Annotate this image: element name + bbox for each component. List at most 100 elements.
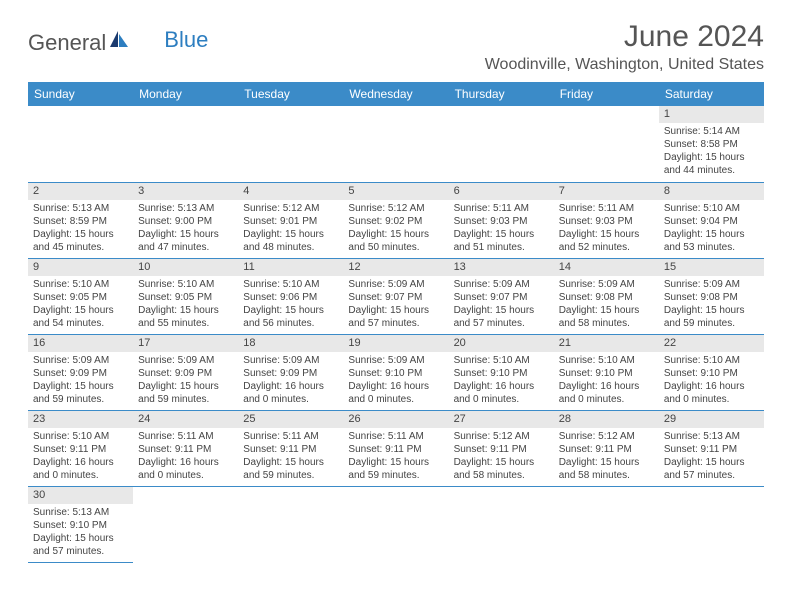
calendar-row: 30Sunrise: 5:13 AMSunset: 9:10 PMDayligh…: [28, 487, 764, 563]
sunrise-text: Sunrise: 5:12 AM: [348, 202, 443, 215]
calendar-cell: [343, 106, 448, 182]
day-number: 25: [238, 411, 343, 428]
sunrise-text: Sunrise: 5:10 AM: [33, 430, 128, 443]
sunset-text: Sunset: 9:07 PM: [454, 291, 549, 304]
calendar-cell: 21Sunrise: 5:10 AMSunset: 9:10 PMDayligh…: [554, 334, 659, 410]
calendar-row: 16Sunrise: 5:09 AMSunset: 9:09 PMDayligh…: [28, 334, 764, 410]
day-details: Sunrise: 5:11 AMSunset: 9:11 PMDaylight:…: [343, 428, 448, 486]
sunrise-text: Sunrise: 5:10 AM: [664, 354, 759, 367]
calendar-cell: [554, 487, 659, 563]
sunset-text: Sunset: 8:59 PM: [33, 215, 128, 228]
day-details: Sunrise: 5:12 AMSunset: 9:02 PMDaylight:…: [343, 200, 448, 258]
calendar-cell: 23Sunrise: 5:10 AMSunset: 9:11 PMDayligh…: [28, 411, 133, 487]
sunset-text: Sunset: 9:06 PM: [243, 291, 338, 304]
calendar-cell: 10Sunrise: 5:10 AMSunset: 9:05 PMDayligh…: [133, 258, 238, 334]
sunrise-text: Sunrise: 5:12 AM: [559, 430, 654, 443]
calendar-cell: 29Sunrise: 5:13 AMSunset: 9:11 PMDayligh…: [659, 411, 764, 487]
day-number: 16: [28, 335, 133, 352]
sunrise-text: Sunrise: 5:10 AM: [138, 278, 233, 291]
daylight-text: Daylight: 16 hours and 0 minutes.: [559, 380, 654, 406]
day-details: Sunrise: 5:09 AMSunset: 9:08 PMDaylight:…: [659, 276, 764, 334]
sunset-text: Sunset: 9:08 PM: [664, 291, 759, 304]
day-number: 26: [343, 411, 448, 428]
sunrise-text: Sunrise: 5:10 AM: [33, 278, 128, 291]
day-details: Sunrise: 5:13 AMSunset: 9:11 PMDaylight:…: [659, 428, 764, 486]
day-number: 13: [449, 259, 554, 276]
calendar-cell: 20Sunrise: 5:10 AMSunset: 9:10 PMDayligh…: [449, 334, 554, 410]
day-number: 17: [133, 335, 238, 352]
calendar-cell: [28, 106, 133, 182]
sunrise-text: Sunrise: 5:09 AM: [33, 354, 128, 367]
day-details: Sunrise: 5:10 AMSunset: 9:10 PMDaylight:…: [554, 352, 659, 410]
sunset-text: Sunset: 9:10 PM: [33, 519, 128, 532]
sunset-text: Sunset: 9:11 PM: [559, 443, 654, 456]
calendar-row: 2Sunrise: 5:13 AMSunset: 8:59 PMDaylight…: [28, 182, 764, 258]
daylight-text: Daylight: 15 hours and 51 minutes.: [454, 228, 549, 254]
sunrise-text: Sunrise: 5:13 AM: [33, 506, 128, 519]
day-details: Sunrise: 5:10 AMSunset: 9:06 PMDaylight:…: [238, 276, 343, 334]
sunset-text: Sunset: 9:10 PM: [454, 367, 549, 380]
daylight-text: Daylight: 15 hours and 59 minutes.: [664, 304, 759, 330]
page-title: June 2024: [485, 20, 764, 54]
calendar-cell: 18Sunrise: 5:09 AMSunset: 9:09 PMDayligh…: [238, 334, 343, 410]
day-header: Sunday: [28, 82, 133, 106]
sunrise-text: Sunrise: 5:11 AM: [559, 202, 654, 215]
calendar-cell: 12Sunrise: 5:09 AMSunset: 9:07 PMDayligh…: [343, 258, 448, 334]
day-details: Sunrise: 5:11 AMSunset: 9:03 PMDaylight:…: [449, 200, 554, 258]
daylight-text: Daylight: 15 hours and 59 minutes.: [348, 456, 443, 482]
day-details: Sunrise: 5:09 AMSunset: 9:09 PMDaylight:…: [238, 352, 343, 410]
day-number: 2: [28, 183, 133, 200]
calendar-cell: [449, 487, 554, 563]
daylight-text: Daylight: 15 hours and 57 minutes.: [664, 456, 759, 482]
daylight-text: Daylight: 15 hours and 57 minutes.: [454, 304, 549, 330]
daylight-text: Daylight: 15 hours and 44 minutes.: [664, 151, 759, 177]
daylight-text: Daylight: 15 hours and 59 minutes.: [33, 380, 128, 406]
daylight-text: Daylight: 15 hours and 48 minutes.: [243, 228, 338, 254]
sunrise-text: Sunrise: 5:09 AM: [243, 354, 338, 367]
day-number: 8: [659, 183, 764, 200]
day-number: 24: [133, 411, 238, 428]
sunrise-text: Sunrise: 5:11 AM: [243, 430, 338, 443]
calendar-cell: 30Sunrise: 5:13 AMSunset: 9:10 PMDayligh…: [28, 487, 133, 563]
day-number: 15: [659, 259, 764, 276]
daylight-text: Daylight: 16 hours and 0 minutes.: [243, 380, 338, 406]
day-number: 29: [659, 411, 764, 428]
sunset-text: Sunset: 9:09 PM: [33, 367, 128, 380]
sunrise-text: Sunrise: 5:14 AM: [664, 125, 759, 138]
sunrise-text: Sunrise: 5:09 AM: [664, 278, 759, 291]
sunrise-text: Sunrise: 5:11 AM: [454, 202, 549, 215]
calendar-cell: 5Sunrise: 5:12 AMSunset: 9:02 PMDaylight…: [343, 182, 448, 258]
logo-text-blue: Blue: [164, 27, 208, 53]
day-number: 18: [238, 335, 343, 352]
day-details: Sunrise: 5:09 AMSunset: 9:07 PMDaylight:…: [449, 276, 554, 334]
sunrise-text: Sunrise: 5:10 AM: [664, 202, 759, 215]
sunset-text: Sunset: 9:02 PM: [348, 215, 443, 228]
daylight-text: Daylight: 15 hours and 53 minutes.: [664, 228, 759, 254]
daylight-text: Daylight: 15 hours and 52 minutes.: [559, 228, 654, 254]
daylight-text: Daylight: 16 hours and 0 minutes.: [454, 380, 549, 406]
day-header: Wednesday: [343, 82, 448, 106]
sunset-text: Sunset: 9:05 PM: [33, 291, 128, 304]
sunset-text: Sunset: 9:09 PM: [243, 367, 338, 380]
sunset-text: Sunset: 9:05 PM: [138, 291, 233, 304]
sunset-text: Sunset: 9:00 PM: [138, 215, 233, 228]
day-number: 9: [28, 259, 133, 276]
sunrise-text: Sunrise: 5:11 AM: [348, 430, 443, 443]
calendar-row: 1Sunrise: 5:14 AMSunset: 8:58 PMDaylight…: [28, 106, 764, 182]
day-number: 5: [343, 183, 448, 200]
calendar-cell: 6Sunrise: 5:11 AMSunset: 9:03 PMDaylight…: [449, 182, 554, 258]
day-details: Sunrise: 5:10 AMSunset: 9:05 PMDaylight:…: [28, 276, 133, 334]
day-number: 3: [133, 183, 238, 200]
calendar-cell: 19Sunrise: 5:09 AMSunset: 9:10 PMDayligh…: [343, 334, 448, 410]
calendar-cell: [133, 106, 238, 182]
day-details: Sunrise: 5:09 AMSunset: 9:09 PMDaylight:…: [133, 352, 238, 410]
sunset-text: Sunset: 9:10 PM: [664, 367, 759, 380]
day-details: Sunrise: 5:14 AMSunset: 8:58 PMDaylight:…: [659, 123, 764, 181]
calendar-cell: 22Sunrise: 5:10 AMSunset: 9:10 PMDayligh…: [659, 334, 764, 410]
sunrise-text: Sunrise: 5:10 AM: [559, 354, 654, 367]
daylight-text: Daylight: 15 hours and 58 minutes.: [559, 456, 654, 482]
day-details: Sunrise: 5:12 AMSunset: 9:01 PMDaylight:…: [238, 200, 343, 258]
sunset-text: Sunset: 9:03 PM: [559, 215, 654, 228]
sunset-text: Sunset: 9:11 PM: [138, 443, 233, 456]
day-details: Sunrise: 5:09 AMSunset: 9:10 PMDaylight:…: [343, 352, 448, 410]
